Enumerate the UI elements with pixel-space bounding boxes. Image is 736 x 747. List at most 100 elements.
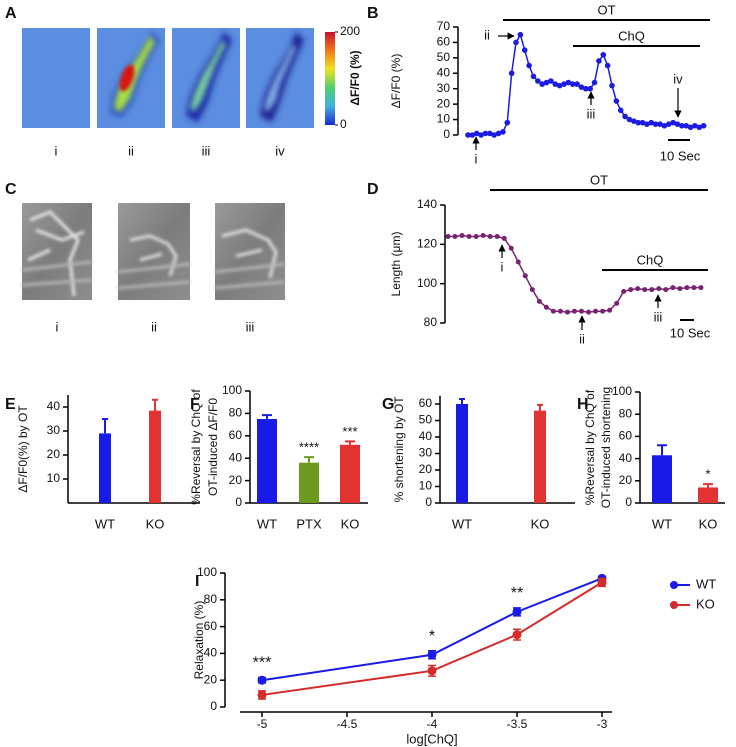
- data-point: [600, 51, 607, 58]
- data-point: [578, 84, 585, 90]
- data-point: [657, 121, 663, 127]
- data-point: [635, 286, 641, 292]
- panel-letter: D: [367, 181, 379, 198]
- y-tick-label: 80: [424, 315, 438, 329]
- data-point: [539, 81, 545, 87]
- data-point: [445, 233, 451, 239]
- data-point: [571, 308, 577, 314]
- data-point: [617, 107, 624, 114]
- data-point: [698, 285, 704, 291]
- data-point: [569, 81, 576, 87]
- y-tick-label: 10: [437, 112, 451, 126]
- point-label: iv: [673, 71, 683, 86]
- x-tick-label: PTX: [296, 516, 322, 531]
- data-point: [565, 79, 572, 86]
- data-point: [522, 273, 528, 279]
- data-point: [459, 232, 465, 238]
- data-point: [648, 119, 655, 126]
- data-point: [494, 233, 500, 239]
- data-point: [487, 130, 493, 137]
- y-tick-label: 40: [419, 429, 433, 443]
- data-point: [548, 78, 554, 84]
- data-point: [700, 122, 707, 129]
- x-tick-label: -3.5: [507, 717, 528, 731]
- colorbar-tick-label: 0: [340, 117, 347, 131]
- data-point: [513, 39, 519, 46]
- data-point: [596, 58, 602, 64]
- data-point: [600, 308, 606, 314]
- panel-letter: I: [195, 573, 199, 590]
- data-point: [679, 122, 685, 129]
- data-point: [692, 122, 698, 129]
- data-point: [466, 233, 472, 239]
- bar: [340, 444, 360, 503]
- error-bar: [102, 418, 108, 434]
- heatmap: [22, 28, 90, 128]
- data-point: [687, 124, 694, 131]
- point-label: ii: [484, 27, 490, 42]
- data-point: [579, 308, 585, 314]
- x-tick-label: -4.5: [337, 717, 358, 731]
- data-point: [586, 309, 592, 315]
- significance: **: [511, 585, 523, 602]
- x-tick-label: KO: [699, 516, 718, 531]
- y-tick-label: 10: [419, 479, 433, 493]
- period-label: OT: [590, 172, 608, 187]
- y-tick-label: 80: [229, 406, 243, 420]
- y-tick-label: 50: [419, 413, 433, 427]
- y-tick-label: 10: [47, 471, 61, 485]
- scale-label: 10 Sec: [670, 325, 711, 340]
- y-tick-label: 70: [437, 19, 451, 33]
- data-point: [607, 307, 613, 313]
- data-point: [561, 81, 567, 87]
- y-axis-label: Length (μm): [389, 232, 403, 297]
- data-point: [557, 308, 563, 314]
- heatmap-images: [22, 28, 335, 128]
- data-point: [478, 132, 484, 138]
- x-tick-label: WT: [95, 516, 115, 531]
- error-bar: [304, 456, 314, 463]
- legend-marker: [670, 601, 678, 609]
- x-tick-label: WT: [652, 516, 672, 531]
- y-tick-label: 20: [229, 473, 243, 487]
- point-label: ii: [579, 331, 585, 346]
- brightfield-images: [21, 203, 286, 300]
- period-label: ChQ: [637, 252, 664, 267]
- image-label: iv: [275, 143, 285, 158]
- y-tick-label: 100: [222, 383, 242, 397]
- y-tick-label: 40: [437, 65, 451, 79]
- x-tick-label: KO: [146, 516, 165, 531]
- y-tick-label: 140: [417, 197, 437, 211]
- y-tick-label: 20: [47, 447, 61, 461]
- significance: ****: [299, 440, 319, 455]
- data-point: [508, 70, 515, 77]
- error-bar: [537, 403, 543, 411]
- data-point: [482, 130, 489, 137]
- data-point: [583, 85, 589, 92]
- data-point: [656, 286, 662, 292]
- panel-letter: C: [5, 181, 17, 198]
- data-line: [261, 581, 603, 696]
- y-tick-label: 0: [210, 699, 217, 713]
- data-point: [663, 287, 669, 293]
- image-label: i: [55, 143, 58, 158]
- data-point: [574, 81, 580, 87]
- data-point: [512, 607, 522, 617]
- image-label: iii: [246, 319, 255, 334]
- point-label: iii: [587, 106, 596, 121]
- y-tick-label: 60: [229, 428, 243, 442]
- data-point: [591, 79, 598, 86]
- data-point: [622, 113, 628, 120]
- colorbar-label: ΔF/F0 (%): [348, 50, 362, 105]
- legend-label: WT: [696, 576, 716, 591]
- data-point: [631, 118, 637, 124]
- data-point: [529, 287, 535, 293]
- bar: [99, 433, 111, 503]
- y-axis-label: Relaxation (%): [192, 601, 206, 680]
- bar: [652, 455, 672, 503]
- panel-letter: F: [190, 396, 200, 413]
- data-point: [661, 122, 668, 129]
- y-tick-label: 40: [619, 451, 633, 465]
